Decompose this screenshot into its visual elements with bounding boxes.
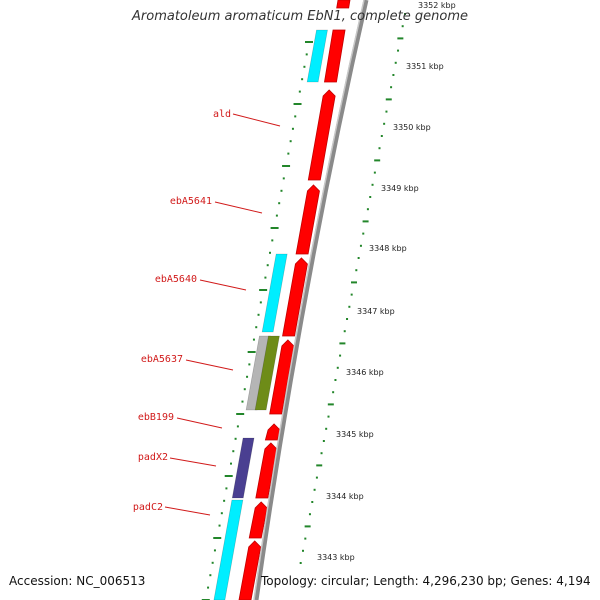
genome-title: Aromatoleum aromaticum EbN1, complete ge…	[132, 9, 468, 24]
cyan-block	[306, 29, 328, 83]
cds-arrow	[323, 29, 346, 83]
label-pointer	[214, 201, 263, 214]
gene-labels: ald ebA5641 ebA5640 ebA5637 ebB199 padX2…	[133, 109, 231, 513]
label-pointers	[164, 113, 281, 516]
gene-label-ebA5637[interactable]: ebA5637	[141, 354, 183, 365]
gene-label-ald[interactable]: ald	[213, 109, 231, 120]
kbp-scale-labels: 3352 kbp 3351 kbp 3350 kbp 3349 kbp 3348…	[317, 1, 456, 562]
feature-track	[213, 0, 351, 600]
kbp-label-3349: 3349 kbp	[381, 184, 419, 193]
gene-label-ebB199[interactable]: ebB199	[138, 412, 174, 423]
label-pointer	[169, 457, 217, 467]
cds-arrow	[255, 442, 278, 499]
topology-text: Topology: circular; Length: 4,296,230 bp…	[261, 574, 591, 588]
olive-block	[254, 335, 280, 411]
gene-label-padX2[interactable]: padX2	[138, 452, 168, 463]
gene-label-ebA5640[interactable]: ebA5640	[155, 274, 197, 285]
kbp-label-3346: 3346 kbp	[346, 368, 384, 377]
kbp-label-3348: 3348 kbp	[369, 244, 407, 253]
cyan-block	[213, 499, 244, 600]
label-pointer	[199, 279, 247, 291]
cyan-block	[261, 253, 288, 333]
backbone-ring-line	[253, 0, 369, 600]
kbp-label-3350: 3350 kbp	[393, 123, 431, 132]
label-pointer	[232, 113, 281, 127]
cds-arrow	[269, 339, 295, 415]
outer-tick-track	[299, 13, 406, 564]
gene-label-ebA5641[interactable]: ebA5641	[170, 196, 212, 207]
cds-arrow	[248, 501, 268, 539]
cds-arrow	[282, 257, 308, 337]
backbone-ring-highlight	[253, 0, 365, 600]
kbp-label-3343: 3343 kbp	[317, 553, 355, 562]
label-pointer	[176, 417, 223, 429]
cds-arrow	[336, 0, 351, 9]
label-pointer	[185, 359, 234, 371]
kbp-label-3352: 3352 kbp	[418, 1, 456, 10]
kbp-label-3347: 3347 kbp	[357, 307, 395, 316]
kbp-label-3344: 3344 kbp	[326, 492, 364, 501]
cds-arrow	[307, 89, 336, 181]
cds-arrow	[264, 423, 281, 441]
cds-arrow	[238, 540, 262, 600]
label-pointer	[164, 506, 211, 516]
purple-block	[231, 437, 255, 499]
backbone-ring	[253, 0, 369, 600]
accession-text: Accession: NC_006513	[9, 574, 146, 588]
kbp-label-3345: 3345 kbp	[336, 430, 374, 439]
kbp-label-3351: 3351 kbp	[406, 62, 444, 71]
inner-tick-track	[201, 41, 313, 600]
cds-arrow	[295, 184, 320, 255]
gene-label-padC2[interactable]: padC2	[133, 502, 163, 513]
